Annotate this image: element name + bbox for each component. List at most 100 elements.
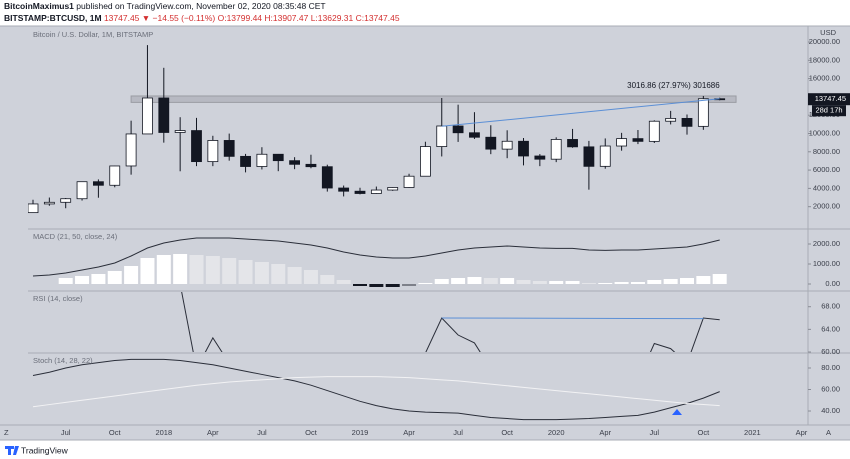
histogram-bar — [124, 266, 139, 284]
histogram-bar — [663, 279, 678, 284]
y-tick-label: 10000.00 — [809, 128, 840, 137]
candle-body — [338, 187, 350, 192]
logo-icon — [5, 446, 19, 455]
histogram-bar — [271, 264, 286, 284]
trend-line — [441, 98, 720, 127]
candle-body — [289, 160, 301, 165]
candle-body — [354, 190, 366, 194]
countdown-bg — [812, 105, 846, 117]
candle-body — [125, 133, 137, 167]
y-tick-label: 20000.00 — [809, 37, 840, 46]
left-margin — [0, 26, 28, 440]
pane-macd — [32, 237, 727, 287]
histogram-bar — [205, 256, 220, 284]
candle-body — [109, 165, 121, 186]
histogram-bar — [173, 254, 188, 284]
candle-body — [207, 140, 219, 163]
zoom-button[interactable]: Z — [4, 428, 9, 437]
indicator-line — [32, 376, 720, 408]
pane-title: RSI (14, close) — [33, 294, 83, 303]
histogram-bar — [614, 282, 629, 284]
x-tick-label: Jul — [453, 428, 463, 437]
candle-body — [452, 125, 464, 134]
histogram-bar — [451, 278, 466, 284]
pane-title: MACD (21, 50, close, 24) — [33, 232, 118, 241]
pane-title: Stoch (14, 28, 22) — [33, 356, 93, 365]
published: published on TradingView.com, November 0… — [74, 1, 326, 11]
histogram-bar — [140, 258, 155, 284]
histogram-bar — [549, 281, 564, 284]
x-tick-label: 2018 — [155, 428, 172, 437]
histogram-bar — [303, 270, 318, 284]
y-tick-label: 64.00 — [821, 324, 840, 333]
histogram-bar — [385, 284, 400, 287]
histogram-bar — [647, 280, 662, 284]
histogram-bar — [467, 277, 482, 284]
header-line-1: BitcoinMaximus1 published on TradingView… — [4, 1, 326, 11]
candle-body — [501, 140, 513, 150]
trend-line — [441, 317, 704, 320]
histogram-bar — [58, 278, 73, 284]
candle-body — [681, 117, 693, 127]
price-tag: 13747.45 — [815, 94, 846, 103]
candle-body — [370, 189, 382, 194]
histogram-bar — [500, 278, 515, 284]
histogram-bar — [434, 279, 449, 284]
chart-bg — [28, 26, 850, 440]
trend-label: 3016.86 (27.97%) 301686 — [627, 81, 720, 90]
y-tick-label: 80.00 — [821, 363, 840, 372]
pane-title: Bitcoin / U.S. Dollar, 1M, BITSTAMP — [33, 30, 153, 39]
candle-body — [387, 187, 399, 191]
x-tick-label: Oct — [109, 428, 122, 437]
pane-line — [32, 358, 720, 421]
x-tick-label: Apr — [796, 428, 808, 437]
y-tick-label: 8000.00 — [813, 147, 840, 156]
x-tick-label: Oct — [698, 428, 711, 437]
brand-logo: TradingView — [5, 445, 69, 455]
histogram-bar — [516, 280, 531, 284]
candle-body — [403, 175, 415, 188]
histogram-bar — [418, 283, 433, 284]
x-tick-label: Apr — [403, 428, 415, 437]
candle-body — [158, 97, 170, 133]
histogram-bar — [320, 275, 335, 284]
y-tick-label: 6000.00 — [813, 165, 840, 174]
histogram-bar — [598, 283, 613, 284]
histogram-bar — [91, 274, 106, 284]
histogram-bar — [353, 284, 367, 286]
x-tick-label: 2020 — [548, 428, 565, 437]
histogram-bar — [287, 267, 302, 284]
countdown: 28d 17h — [815, 106, 842, 115]
unit-label: USD — [820, 28, 836, 37]
price-tag-bg — [808, 93, 850, 106]
histogram-bar — [565, 281, 580, 284]
candle-body — [43, 201, 55, 205]
candle-body — [485, 136, 497, 150]
histogram-bar — [630, 282, 645, 284]
y-tick-label: 40.00 — [821, 406, 840, 415]
candle-body — [223, 140, 235, 157]
candle-body — [534, 155, 546, 160]
candle-body — [28, 203, 39, 214]
candle-body — [583, 146, 595, 167]
auto-button[interactable]: A — [826, 428, 831, 437]
y-tick-label: 60.00 — [821, 384, 840, 393]
candle-body — [550, 139, 562, 160]
histogram-bar — [254, 262, 269, 284]
y-tick-label: 1000.00 — [813, 259, 840, 268]
indicator-line — [32, 358, 720, 421]
header-line-2: BITSTAMP:BTCUSD, 1M 13747.45 ▼ −14.55 (−… — [4, 13, 400, 23]
candle-body — [567, 139, 578, 148]
candle-body — [93, 181, 104, 186]
histogram-bar — [712, 274, 727, 284]
symbol: BITSTAMP:BTCUSD, 1M — [4, 13, 102, 23]
histogram-bar — [238, 260, 253, 284]
x-tick-label: Jul — [61, 428, 71, 437]
histogram-bar — [75, 276, 90, 284]
x-tick-label: Apr — [207, 428, 219, 437]
quote: 13747.45 ▼ −14.55 (−0.11%) O:13799.44 H:… — [102, 13, 400, 23]
candle-body — [272, 153, 284, 162]
x-tick-label: Oct — [501, 428, 514, 437]
histogram-bar — [107, 271, 122, 284]
histogram-bar — [581, 283, 596, 284]
